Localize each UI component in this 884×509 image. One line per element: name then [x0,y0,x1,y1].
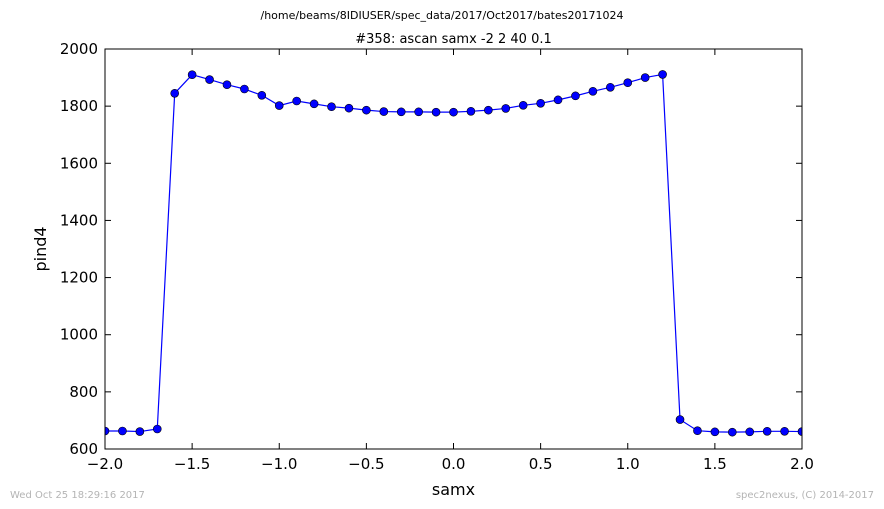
data-point [518,100,528,110]
data-point [675,415,685,424]
x-tick-label: 1.5 [703,455,727,473]
chart-title: #358: ascan samx -2 2 40 0.1 [355,32,552,47]
data-point [466,106,476,116]
figure-suptitle: /home/beams/8IDIUSER/spec_data/2017/Oct2… [261,9,624,22]
x-tick-label: −0.5 [348,455,384,473]
data-point [135,427,145,436]
data-point [640,73,650,82]
data-point [118,426,127,436]
data-point [658,70,667,79]
x-tick-label: 1.0 [616,455,640,473]
series-line [105,73,802,433]
data-point [797,427,802,436]
data-point [431,107,441,117]
x-axis-label: samx [432,480,475,499]
y-tick-label: 1200 [60,269,98,287]
data-point [105,426,110,436]
data-point [588,86,598,96]
y-tick-label: 1600 [60,154,98,172]
data-point [762,426,772,436]
data-point [536,98,545,108]
data-point [379,107,389,116]
data-point [274,101,284,110]
y-axis-ticks: 600 800 1000 1200 1400 1600 1800 2000 [60,40,802,458]
y-tick-label: 800 [69,383,98,401]
data-point [170,88,179,98]
data-point [362,105,371,115]
data-point [222,80,232,90]
data-point [553,95,563,105]
data-point [501,104,511,113]
data-point [396,107,406,117]
x-tick-label: −1.0 [261,455,297,473]
y-tick-label: 1800 [60,97,98,115]
y-tick-label: 1400 [60,211,98,229]
x-axis-ticks: −2.0 −1.5 −1.0 −0.5 0.0 0.5 1.0 1.5 2.0 [87,49,814,473]
data-point [780,426,789,436]
data-point [240,84,249,94]
data-point [745,427,755,437]
data-point [257,90,267,100]
x-tick-label: 0.0 [442,455,466,473]
data-point [205,75,214,84]
credit-footer: spec2nexus, (C) 2014-2017 [736,490,874,501]
data-point [606,82,615,92]
y-tick-label: 1000 [60,326,98,344]
x-tick-label: −1.5 [174,455,210,473]
y-axis-label: pind4 [31,226,50,271]
data-point [710,427,720,437]
data-point [152,424,162,434]
data-point [449,107,458,117]
timestamp-footer: Wed Oct 25 18:29:16 2017 [10,490,145,501]
data-point [327,102,336,112]
data-point [292,96,301,106]
data-point [344,103,354,113]
y-tick-label: 600 [69,440,98,458]
data-point [571,91,580,101]
data-point [484,105,493,115]
y-tick-label: 2000 [60,40,98,58]
data-point [187,70,197,80]
data-point [309,99,319,109]
x-tick-label: 2.0 [790,455,814,473]
data-point [414,107,423,117]
data-point [623,78,633,88]
data-point [727,427,737,437]
x-tick-label: 0.5 [529,455,553,473]
x-tick-label: −2.0 [87,455,123,473]
plot-area [105,70,802,437]
data-point [693,426,702,436]
